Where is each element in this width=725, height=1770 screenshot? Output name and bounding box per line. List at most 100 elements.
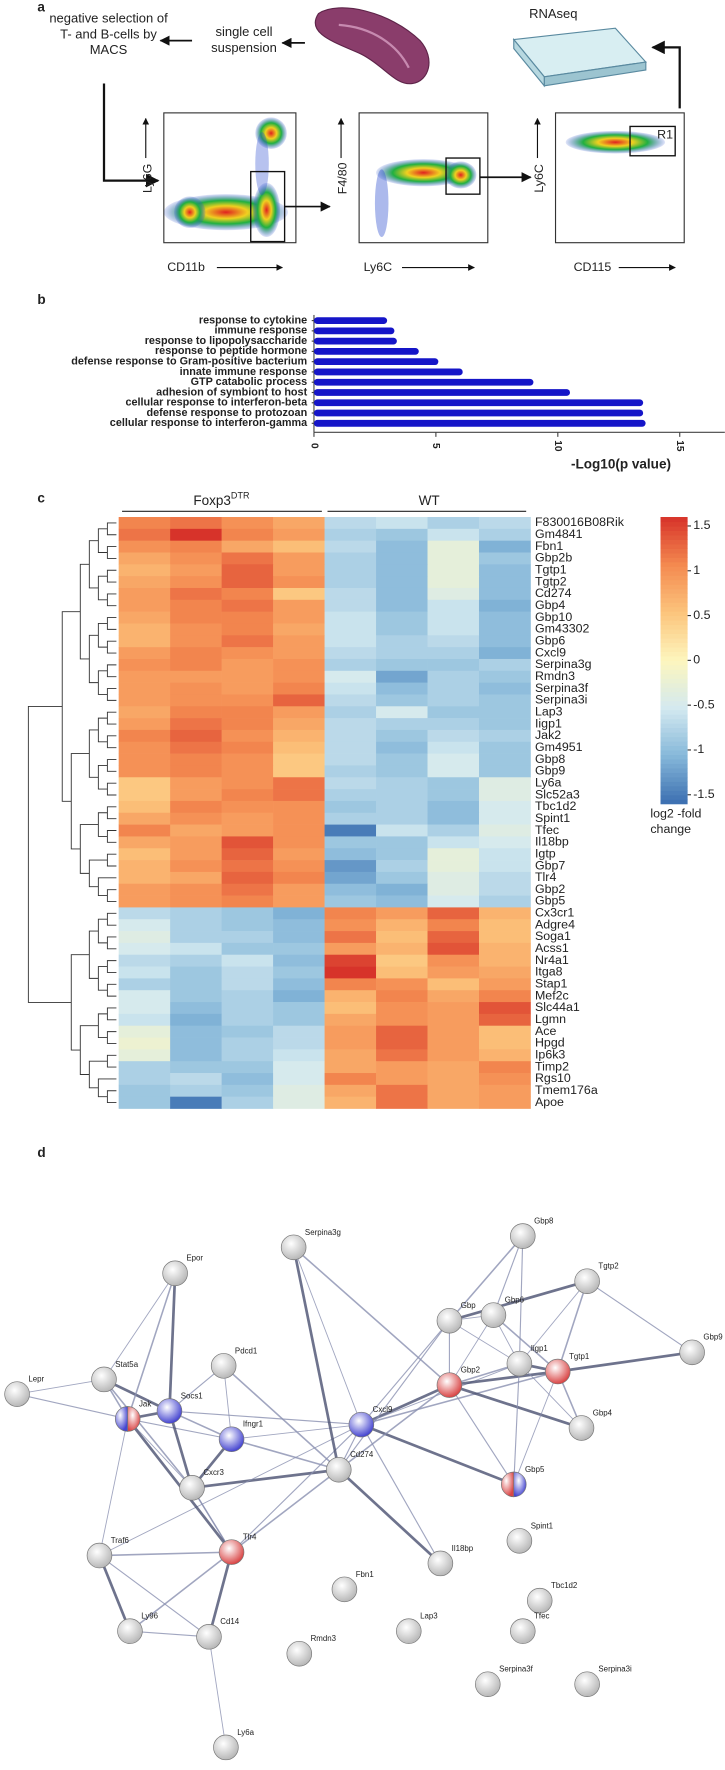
heatmap-cell xyxy=(118,919,171,932)
heatmap-cell xyxy=(273,1073,325,1086)
heatmap-cell xyxy=(478,789,531,802)
heatmap-cell xyxy=(221,670,274,683)
heatmap-cell xyxy=(273,670,325,683)
heatmap-cell xyxy=(478,611,531,624)
row-label: Cx3cr1 xyxy=(535,906,574,920)
heatmap-cell xyxy=(221,1049,274,1062)
heatmap-cell xyxy=(324,1049,377,1062)
dendrogram xyxy=(106,569,117,583)
colorbar-segment xyxy=(660,781,688,787)
group-name: Foxp3 xyxy=(193,493,231,508)
heatmap-cell xyxy=(478,978,531,991)
network-node xyxy=(326,1456,352,1483)
heatmap-cell xyxy=(170,800,222,814)
heatmap-cell xyxy=(170,1049,222,1062)
heatmap-cell xyxy=(427,942,480,956)
heatmap-cell xyxy=(118,576,171,589)
heatmap-cell xyxy=(376,1037,428,1050)
colorbar-tick-label: 1.5 xyxy=(693,518,710,532)
colorbar-segment xyxy=(660,566,688,572)
heatmap-cell xyxy=(221,1061,274,1074)
heatmap-cell xyxy=(324,836,377,849)
category-label: defense response to protozoan xyxy=(147,407,308,419)
heatmap-cell xyxy=(118,1013,171,1027)
heatmap-cell xyxy=(273,883,325,896)
network-node xyxy=(218,1426,245,1453)
category-label: response to peptide hormone xyxy=(155,345,307,357)
network-edge xyxy=(99,1424,362,1556)
row-label: Rgs10 xyxy=(535,1071,571,1085)
heatmap-cell xyxy=(273,848,325,861)
step-text: single cell suspension xyxy=(211,25,277,56)
heatmap-cell xyxy=(273,1037,325,1050)
network-node xyxy=(114,1406,129,1432)
heatmap-cell xyxy=(427,552,480,565)
heatmap-cell xyxy=(324,517,377,530)
heatmap-cell xyxy=(376,729,428,743)
row-label: Gm43302 xyxy=(535,622,590,636)
node-label: Lap3 xyxy=(420,1612,438,1621)
heatmap-cell xyxy=(273,1096,325,1109)
colorbar-segment xyxy=(660,543,688,549)
category-label: cellular response to interferon-gamma xyxy=(110,417,308,429)
heatmap-cell xyxy=(376,670,428,683)
heatmap-cell xyxy=(221,528,274,542)
heatmap-cell xyxy=(118,682,171,695)
heatmap-cell xyxy=(170,860,222,873)
heatmap-cell xyxy=(118,658,171,672)
heatmap-cell xyxy=(273,966,325,979)
network-edge xyxy=(586,1280,693,1353)
heatmap-cell xyxy=(118,777,171,790)
heatmap-cell xyxy=(273,812,325,825)
node-label: Pdcd1 xyxy=(235,1346,257,1355)
heatmap-cell xyxy=(478,552,531,565)
heatmap-cell xyxy=(376,517,428,530)
heatmap-cell xyxy=(221,931,274,944)
colorbar-segment xyxy=(660,799,688,805)
heatmap-cell xyxy=(273,741,325,754)
heatmap-cell xyxy=(273,587,325,601)
colorbar-segment xyxy=(660,588,688,594)
row-label: Tgtp2 xyxy=(535,574,567,588)
network-edge xyxy=(449,1383,582,1430)
heatmap-cell xyxy=(221,765,274,778)
heatmap-cell xyxy=(170,1061,222,1074)
heatmap-cell xyxy=(376,623,428,636)
heatmap-cell xyxy=(118,587,171,601)
network-edge xyxy=(337,1468,442,1565)
row-label: Apoe xyxy=(535,1095,564,1109)
heatmap-cell xyxy=(376,895,428,908)
heatmap-cell xyxy=(118,528,171,542)
row-label: Slc52a3 xyxy=(535,787,580,801)
row-label: Gbp2b xyxy=(535,551,572,565)
node-label: Stat5a xyxy=(115,1360,138,1369)
network-node xyxy=(526,1587,553,1614)
heatmap-cell xyxy=(478,528,531,542)
dendrogram xyxy=(97,717,108,743)
row-label: Tmem176a xyxy=(535,1083,598,1097)
heatmap-cell xyxy=(170,777,222,790)
heatmap-cell xyxy=(221,919,274,932)
heatmap-cell xyxy=(324,777,377,790)
network-node xyxy=(574,1671,600,1697)
colorbar-segment xyxy=(660,776,688,782)
node-label: Cd274 xyxy=(350,1450,374,1459)
heatmap-cell xyxy=(376,753,428,766)
arrow xyxy=(102,83,160,188)
heatmap-cell xyxy=(221,871,274,885)
heatmap-cell xyxy=(118,871,171,885)
network-edge xyxy=(231,1424,362,1553)
heatmap-cell xyxy=(170,1084,222,1098)
heatmap-cell xyxy=(427,576,480,589)
node-label: Gbp5 xyxy=(525,1465,545,1474)
heatmap-cell xyxy=(273,824,325,837)
heatmap-cell xyxy=(376,682,428,695)
colorbar-segment xyxy=(660,646,688,652)
step-box: single cell suspension xyxy=(211,25,277,56)
heatmap-cell xyxy=(221,576,274,589)
row-label: Gbp8 xyxy=(535,752,565,766)
heatmap-cell xyxy=(427,706,480,719)
heatmap-cell xyxy=(221,647,274,660)
